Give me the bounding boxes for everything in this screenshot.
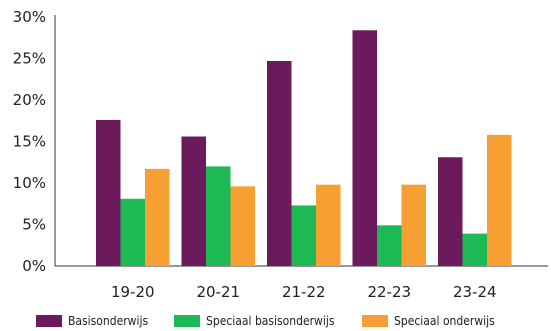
bar-basisonderwijs-22-23 <box>352 30 377 267</box>
bar-speciaal-basisonderwijs-21-22 <box>291 205 316 266</box>
bar-speciaal-basisonderwijs-19-20 <box>120 198 145 266</box>
bar-speciaal-basisonderwijs-23-24 <box>462 233 487 266</box>
legend-swatch <box>362 315 388 327</box>
y-tick-label: 5% <box>22 216 46 234</box>
y-tick-label: 10% <box>13 174 46 192</box>
bar-speciaal-onderwijs-20-21 <box>230 186 255 266</box>
category-labels: 19-20 20-21 21-22 22-23 23-24 <box>111 283 497 301</box>
category-label: 20-21 <box>196 283 240 301</box>
y-tick-label: 30% <box>13 8 46 26</box>
y-tick-label: 0% <box>22 257 46 275</box>
bar-basisonderwijs-19-20 <box>96 119 121 266</box>
y-tick-label: 20% <box>13 91 46 109</box>
bar-speciaal-basisonderwijs-22-23 <box>377 225 402 266</box>
bar-basisonderwijs-21-22 <box>267 60 292 266</box>
category-label: 19-20 <box>111 283 155 301</box>
bar-speciaal-basisonderwijs-20-21 <box>206 166 231 266</box>
category-label: 21-22 <box>282 283 326 301</box>
category-label: 23-24 <box>453 283 497 301</box>
legend-label: Speciaal basisonderwijs <box>206 314 335 328</box>
y-tick-label: 15% <box>13 133 46 151</box>
legend: Basisonderwijs Speciaal basisonderwijs Spe… <box>36 314 495 328</box>
bar-speciaal-onderwijs-19-20 <box>145 168 170 266</box>
bar-speciaal-onderwijs-22-23 <box>401 184 426 266</box>
y-tick-labels: 0% 5% 10% 15% 20% 25% 30% <box>13 8 46 275</box>
bar-basisonderwijs-23-24 <box>438 157 463 266</box>
legend-label: Speciaal onderwijs <box>394 314 495 328</box>
legend-swatch <box>174 315 200 327</box>
y-tick-label: 25% <box>13 50 46 68</box>
legend-label: Basisonderwijs <box>68 314 148 328</box>
legend-swatch <box>36 315 62 327</box>
bar-basisonderwijs-20-21 <box>181 136 206 266</box>
bars <box>96 30 512 267</box>
bar-speciaal-onderwijs-23-24 <box>487 134 512 266</box>
bar-speciaal-onderwijs-21-22 <box>316 184 341 266</box>
category-label: 22-23 <box>367 283 411 301</box>
